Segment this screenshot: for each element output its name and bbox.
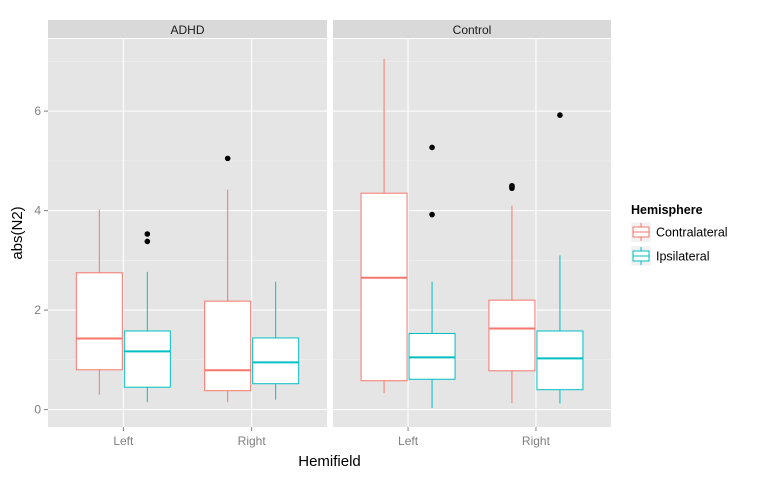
legend-label: Contralateral <box>656 226 728 240</box>
y-tick-label: 4 <box>34 204 41 218</box>
facet-strip <box>48 20 327 38</box>
box-right-ipsilateral <box>252 281 300 400</box>
y-tick-label: 0 <box>34 403 41 417</box>
box-iqr <box>360 192 408 382</box>
box-right-ipsilateral <box>536 112 584 404</box>
outlier-point <box>429 211 435 218</box>
box-right-contralateral <box>204 155 252 403</box>
box-iqr <box>252 337 300 385</box>
y-axis-title: abs(N2) <box>9 206 26 259</box>
y-tick-label: 2 <box>34 303 41 317</box>
box-right-contralateral <box>488 182 536 404</box>
box-left-ipsilateral <box>408 144 456 409</box>
box-iqr <box>123 330 171 388</box>
outlier-point <box>557 112 563 118</box>
box-left-contralateral <box>75 209 123 395</box>
panels-layer: ADHD Control <box>48 20 611 427</box>
outlier-point <box>429 144 435 151</box>
box-left-contralateral <box>360 58 408 394</box>
x-axis-title: Hemifield <box>298 453 361 470</box>
facet-strip <box>333 20 611 38</box>
legend-item-contralateral: Contralateral <box>630 221 728 243</box>
x-tick-label: Left <box>113 434 134 448</box>
x-tick-label: Right <box>522 434 551 448</box>
box-iqr <box>536 330 584 391</box>
y-tick-label: 6 <box>34 104 41 118</box>
facet-panel-adhd: ADHD <box>48 20 327 427</box>
outlier-point <box>224 155 231 162</box>
outlier-point <box>144 238 151 245</box>
legend-label: Ipsilateral <box>656 250 710 264</box>
facet-strip-label: ADHD <box>170 23 204 37</box>
facet-strip-label: Control <box>453 23 492 37</box>
box-iqr <box>488 299 536 372</box>
box-iqr <box>204 300 252 392</box>
facet-panel-control: Control <box>333 20 611 427</box>
outlier-point <box>144 231 151 237</box>
box-iqr <box>75 272 123 371</box>
legend-item-ipsilateral: Ipsilateral <box>630 245 710 267</box>
axes-layer: Left Right Left Right 0 2 4 6 <box>34 104 550 448</box>
x-tick-label: Right <box>238 434 267 448</box>
box-left-ipsilateral <box>123 231 171 403</box>
x-tick-label: Left <box>398 434 419 448</box>
outlier-point <box>509 182 515 189</box>
legend: Hemisphere Contralateral Ipsilateral <box>630 203 728 267</box>
legend-title: Hemisphere <box>631 203 703 217</box>
